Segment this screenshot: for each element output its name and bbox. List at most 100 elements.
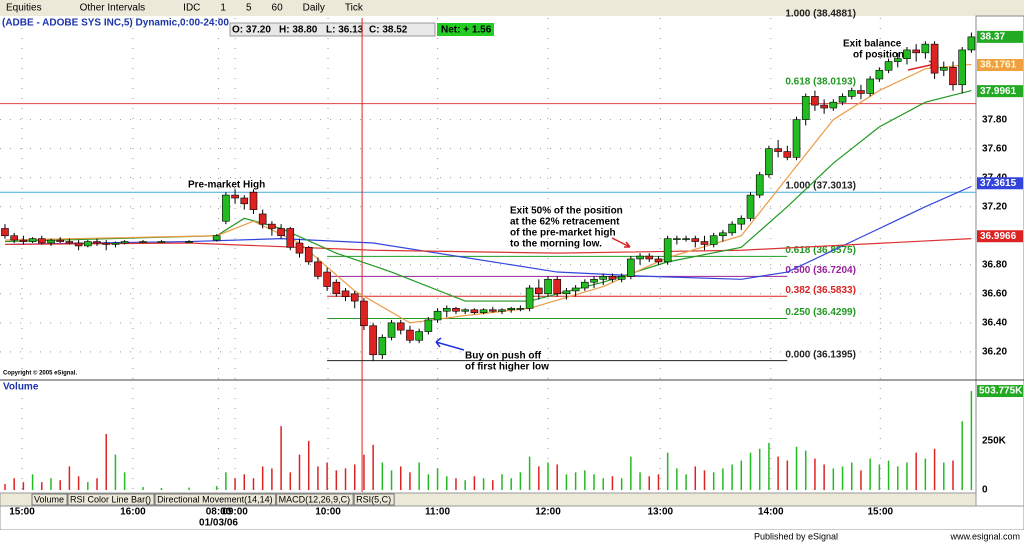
candle-body xyxy=(691,238,700,242)
candle-body xyxy=(396,322,405,331)
fib-label: 0.618 (36.8575) xyxy=(785,245,856,256)
candle-body xyxy=(553,278,562,295)
volume-marker-label: 503.775K xyxy=(979,386,1023,397)
candle-body xyxy=(617,276,626,280)
candle-body xyxy=(452,308,460,312)
candle-body xyxy=(185,241,193,243)
candle-body xyxy=(314,261,322,277)
price-marker-label: 38.1761 xyxy=(980,60,1017,71)
y-tick-label: 36.80 xyxy=(982,259,1007,270)
volume-tick-label: 0 xyxy=(982,485,988,496)
candle-body xyxy=(544,278,552,295)
candle-body xyxy=(930,43,939,74)
tab[interactable]: RSI Color Line Bar() xyxy=(70,494,151,504)
tab[interactable]: MACD(12,26,9,C) xyxy=(279,494,351,504)
candle-body xyxy=(893,58,902,62)
candle-body xyxy=(387,322,396,338)
price-marker-label: 38.37 xyxy=(980,32,1005,43)
candle-body xyxy=(461,309,469,312)
annotation: to the morning low. xyxy=(510,239,602,250)
y-tick-label: 37.80 xyxy=(982,114,1007,125)
toolbar-item: 60 xyxy=(272,3,284,14)
candle-body xyxy=(746,194,755,219)
candle-body xyxy=(304,247,313,263)
candle-body xyxy=(562,290,571,295)
candle-body xyxy=(212,235,221,241)
candle-body xyxy=(516,308,525,310)
candle-body xyxy=(56,239,64,242)
candle-body xyxy=(728,223,736,234)
fib-label: 0.000 (36.1395) xyxy=(785,349,856,360)
ohlc-value: H: 38.80 xyxy=(279,25,318,36)
tab-frame xyxy=(31,493,68,506)
price-marker xyxy=(977,30,1023,43)
ohlc-value: O: 37.20 xyxy=(232,25,271,36)
tab[interactable]: RSI(5,C) xyxy=(356,494,391,504)
toolbar-item: 5 xyxy=(246,3,252,14)
candle-body xyxy=(820,104,828,109)
footer xyxy=(0,530,1024,543)
candle-body xyxy=(1,228,9,237)
x-tick-label: 16:00 xyxy=(120,507,146,518)
annotation: of position xyxy=(853,50,904,61)
price-marker xyxy=(977,230,1023,243)
candle-body xyxy=(774,148,782,152)
price-axis xyxy=(975,15,1024,531)
candle-body xyxy=(663,238,672,263)
candle-body xyxy=(111,242,120,245)
price-marker xyxy=(977,85,1023,98)
tab-frame xyxy=(353,493,395,506)
x-tick-sublabel: 01/03/06 xyxy=(199,518,238,529)
net-box xyxy=(437,23,494,36)
fib-label: 0.250 (36.4299) xyxy=(785,307,856,318)
candle-body xyxy=(93,241,101,244)
candle-body xyxy=(323,271,331,287)
candle-body xyxy=(249,191,258,210)
candle-body xyxy=(231,194,239,199)
candle-body xyxy=(875,69,884,80)
toolbar-item: Daily xyxy=(303,3,325,14)
candle-body xyxy=(737,218,746,225)
candle-body xyxy=(939,67,948,71)
annotation: of the pre-market high xyxy=(510,228,616,239)
candle-body xyxy=(682,238,690,240)
toolbar-item: Equities xyxy=(6,3,42,14)
candle-body xyxy=(139,241,147,243)
fib-label: 0.500 (36.7204) xyxy=(785,265,856,276)
fib-label: 1.000 (37.3013) xyxy=(785,181,856,192)
candle-body xyxy=(74,242,83,247)
tab[interactable]: Volume xyxy=(34,494,64,504)
x-tick-label: 15:00 xyxy=(867,507,893,518)
candle-body xyxy=(415,331,423,341)
candle-body xyxy=(581,281,589,289)
toolbar xyxy=(0,0,1024,16)
candle-body xyxy=(47,239,55,244)
candle-body xyxy=(37,238,46,244)
ohlc-value: C: 38.52 xyxy=(369,25,408,36)
x-tick-label: 09:00 xyxy=(222,507,248,518)
candle-body xyxy=(599,276,608,280)
candle-body xyxy=(369,325,377,356)
tab-frame xyxy=(276,493,354,506)
candle-body xyxy=(268,223,276,229)
candle-body xyxy=(571,287,580,292)
annotation: Pre-market High xyxy=(188,180,265,191)
fib-label: 1.000 (38.4881) xyxy=(785,8,856,19)
annotation: at the 62% retracement xyxy=(510,217,620,228)
y-tick-label: 37.60 xyxy=(982,143,1007,154)
candle-body xyxy=(645,255,654,260)
candle-body xyxy=(636,255,644,260)
tab[interactable]: Directional Movement(14,14) xyxy=(157,494,273,504)
candle-body xyxy=(525,287,534,309)
candle-body xyxy=(811,96,819,106)
candle-body xyxy=(967,36,976,51)
arrow xyxy=(435,337,465,351)
toolbar-item: IDC xyxy=(183,3,200,14)
copyright: Copyright © 2005 eSignal. xyxy=(3,370,77,377)
candle-body xyxy=(222,194,230,222)
x-tick-label: 10:00 xyxy=(315,507,341,518)
candle-body xyxy=(719,232,727,237)
candle-body xyxy=(921,43,930,54)
volume-title: Volume xyxy=(3,382,39,393)
